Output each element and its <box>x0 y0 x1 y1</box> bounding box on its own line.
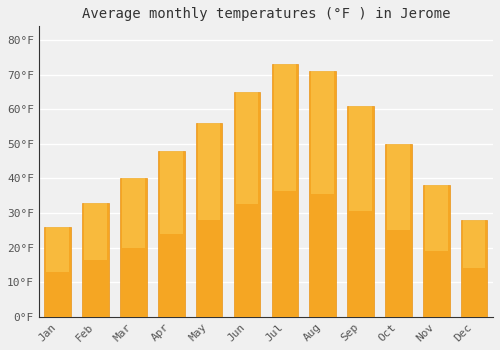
Bar <box>274 64 296 190</box>
Bar <box>158 151 184 317</box>
Bar <box>82 203 109 317</box>
Bar <box>160 151 182 234</box>
Bar <box>44 227 71 317</box>
Bar <box>461 220 487 317</box>
Bar <box>236 92 258 204</box>
Bar <box>385 144 411 317</box>
Title: Average monthly temperatures (°F ) in Jerome: Average monthly temperatures (°F ) in Je… <box>82 7 450 21</box>
Bar <box>350 106 372 211</box>
Bar <box>312 71 334 194</box>
Bar <box>84 203 107 260</box>
Bar <box>423 186 450 317</box>
Bar <box>120 178 146 317</box>
Bar <box>46 227 69 272</box>
Bar <box>272 64 298 317</box>
Bar <box>198 123 220 220</box>
Bar <box>122 178 144 248</box>
Bar <box>425 186 448 251</box>
Bar <box>348 106 374 317</box>
Bar <box>387 144 409 230</box>
Bar <box>234 92 260 317</box>
Bar <box>310 71 336 317</box>
Bar <box>196 123 222 317</box>
Bar <box>463 220 485 268</box>
